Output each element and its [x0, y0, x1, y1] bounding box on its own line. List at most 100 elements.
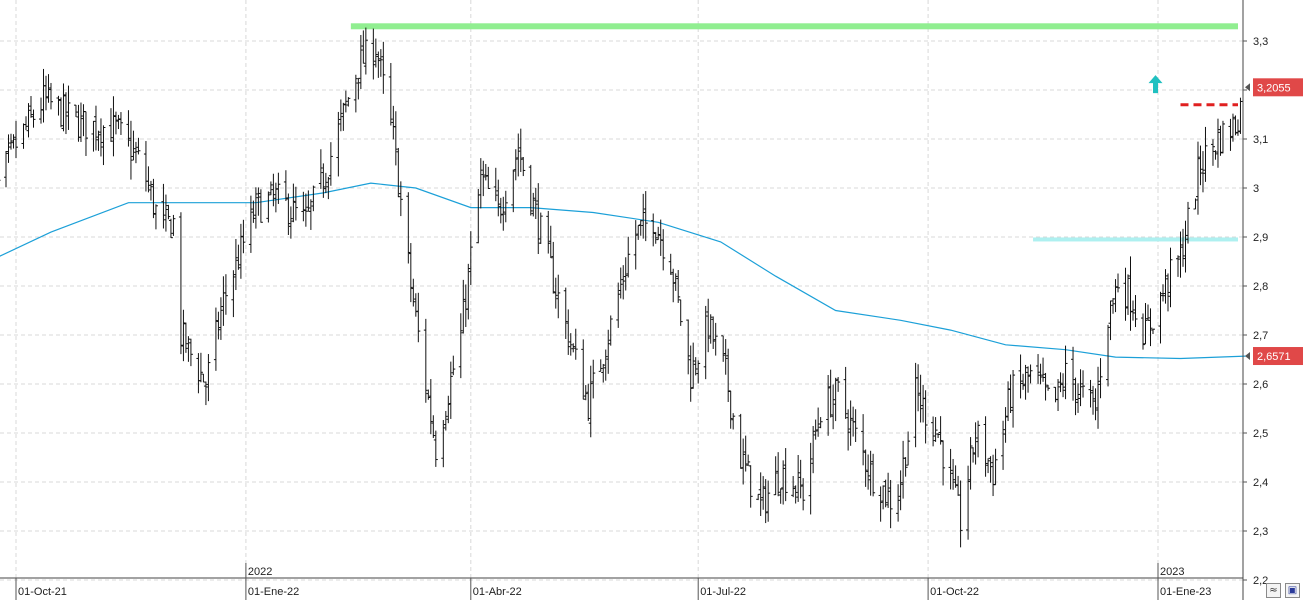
ohlc-bar: [21, 123, 26, 149]
ohlc-bar: [866, 454, 871, 490]
ohlc-bar: [1165, 273, 1170, 312]
ohlc-bar: [1230, 113, 1235, 142]
ohlc-bar: [213, 307, 218, 371]
ohlc-bar: [153, 204, 158, 230]
save-icon[interactable]: ▣: [1285, 583, 1300, 598]
ohlc-bar: [253, 187, 258, 229]
ohlc-bar: [9, 133, 14, 150]
ohlc-bar: [626, 236, 631, 278]
ohlc-bar: [43, 75, 48, 111]
ohlc-bar: [553, 277, 558, 309]
ohlc-bar: [28, 96, 33, 118]
ohlc-bar: [26, 103, 31, 138]
ohlc-bar: [1018, 354, 1023, 399]
x-axis[interactable]: 01-Oct-21 01-Ene-22 01-Abr-22 01-Jul-22 01-O…: [15, 563, 1211, 600]
ohlc-bar: [993, 448, 998, 486]
ohlc-bar: [328, 142, 333, 186]
ohlc-bar: [1141, 313, 1146, 350]
ohlc-bar: [286, 193, 291, 235]
ohlc-bar: [271, 173, 276, 207]
ohlc-bar: [668, 253, 673, 275]
ohlc-bar: [1200, 151, 1205, 193]
ohlc-bar: [321, 163, 326, 198]
ohlc-bar: [163, 194, 168, 232]
ohlc-bar: [58, 97, 63, 128]
ohlc-bar: [1081, 370, 1086, 398]
ohlc-bar: [896, 484, 901, 522]
ohlc-bar: [218, 297, 223, 340]
ohlc-bar: [458, 313, 463, 379]
grid-lines: [0, 0, 1243, 581]
ohlc-bar: [238, 223, 243, 279]
ohlc-bar: [6, 134, 11, 163]
ma-value-label: 2,6571: [1257, 351, 1291, 363]
ohlc-bar: [1183, 220, 1188, 273]
ohlc-bar: [178, 212, 183, 355]
ohlc-bar: [183, 322, 188, 353]
ohlc-bar: [48, 82, 53, 110]
ohlc-bar: [793, 485, 798, 504]
resistance-band: [1033, 237, 1238, 242]
ohlc-bar: [591, 359, 596, 399]
ohlc-bar: [868, 450, 873, 496]
ohlc-bar: [1238, 97, 1243, 134]
ohlc-bar: [126, 110, 131, 147]
ohlc-bar: [1058, 372, 1063, 393]
ohlc-bar: [56, 95, 61, 116]
ohlc-bar: [923, 390, 928, 444]
ohlc-bar: [518, 128, 523, 172]
y-axis[interactable]: 3,33,23,132,92,82,72,62,52,42,32,2: [1243, 36, 1268, 587]
ohlc-bar: [888, 479, 893, 529]
ohlc-bar: [371, 28, 376, 80]
ohlc-bar: [206, 354, 211, 402]
ohlc-bar: [818, 417, 823, 429]
value-labels: 3,2055 2,6571: [1245, 78, 1303, 366]
ohlc-bar: [583, 385, 588, 401]
ohlc-bar: [483, 163, 488, 181]
ohlc-bar: [41, 68, 46, 123]
ohlc-bar: [898, 470, 903, 511]
ohlc-bar: [636, 225, 641, 240]
ohlc-bar: [606, 329, 611, 374]
ohlc-bar: [223, 274, 228, 315]
ohlc-bar: [358, 34, 363, 90]
ohlc-bar: [91, 120, 96, 152]
ohlc-bar: [466, 263, 471, 320]
ohlc-bar: [1038, 363, 1043, 385]
ohlc-bar: [108, 108, 113, 142]
ohlc-bar: [1091, 385, 1096, 415]
ohlc-bar: [1036, 354, 1041, 384]
ohlc-bar: [1108, 300, 1113, 341]
ohlc-bar: [166, 204, 171, 220]
ohlc-bar: [661, 229, 666, 271]
ohlc-bar: [886, 472, 891, 508]
ohlc-bar: [308, 199, 313, 230]
ohlc-bar: [426, 389, 431, 400]
ohlc-bar: [1131, 300, 1136, 321]
ohlc-bar: [1076, 383, 1081, 413]
ohlc-bar: [1096, 366, 1101, 429]
ohlc-bar: [133, 141, 138, 164]
ohlc-bar: [288, 206, 293, 239]
ohlc-bar: [581, 339, 586, 400]
ohlc-bar: [938, 416, 943, 445]
ohlc-bar: [283, 170, 288, 201]
ohlc-bar: [416, 292, 421, 343]
ohlc-bar: [916, 364, 921, 412]
ohlc-bar: [373, 38, 378, 68]
annotation-layer: [350, 23, 1238, 242]
ohlc-bar: [198, 352, 203, 383]
ohlc-bar: [723, 339, 728, 375]
x-tick-label: 01-Abr-22: [473, 586, 522, 598]
zoom-wave-icon[interactable]: ≈: [1266, 583, 1281, 598]
ohlc-bar: [478, 158, 483, 209]
ohlc-bar: [918, 374, 923, 423]
ohlc-bar: [1088, 379, 1093, 408]
ohlc-bar: [633, 220, 638, 270]
ohlc-bar: [711, 316, 716, 349]
ohlc-bar: [251, 200, 256, 223]
ohlc-bar: [906, 431, 911, 466]
ohlc-bar: [4, 151, 9, 188]
ohlc-bar: [871, 453, 876, 497]
ohlc-bar: [171, 214, 176, 236]
